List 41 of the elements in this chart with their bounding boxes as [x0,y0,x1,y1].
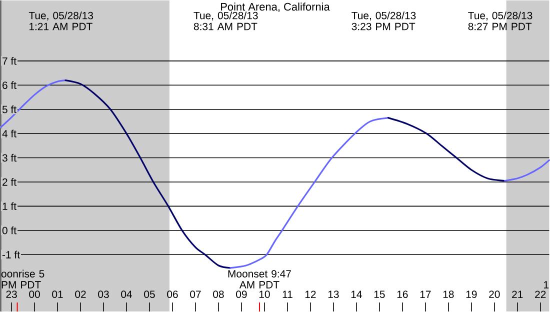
x-tick-label: 02 [75,290,86,298]
annotation: Tue, 05/28/13 8:27 PM PDT [468,12,532,30]
y-tick-label: 5 ft [2,106,16,114]
y-tick-label: 1 ft [2,202,16,210]
ref-line-label: oonrise 5 PM PDT [1,270,44,288]
x-tick-label: 09 [236,290,247,298]
y-tick-label: 4 ft [2,130,16,138]
x-tick-label: 12 [305,290,316,298]
y-tick-label: 0 ft [2,226,16,234]
x-tick-label: 05 [144,290,155,298]
x-tick-label: 08 [213,290,224,298]
x-tick-label: 15 [374,290,385,298]
x-tick-label: 20 [489,290,500,298]
x-tick-label: 21 [512,290,523,298]
x-tick-label: 17 [420,290,431,298]
x-tick-label: 18 [443,290,454,298]
x-tick-label: 04 [121,290,132,298]
ref-line-label: Moonset 9:47 AM PDT [228,270,291,288]
y-tick-label: 3 ft [2,154,16,162]
x-tick-label: 06 [167,290,178,298]
annotation: Tue, 05/28/13 1:21 AM PDT [28,12,94,30]
x-tick-label: 14 [351,290,362,298]
annotation: Tue, 05/28/13 3:23 PM PDT [352,12,416,30]
x-tick-label: 11 [282,290,292,298]
x-tick-label: 01 [52,290,63,298]
x-tick-label: 19 [466,290,477,298]
x-tick-label: 16 [397,290,408,298]
x-tick-label: 22 [535,290,546,298]
x-tick-label: 03 [98,290,109,298]
annotation: Tue, 05/28/13 8:31 AM PDT [194,12,258,30]
y-tick-label: 6 ft [2,81,16,89]
y-tick-label: 7 ft [2,57,16,65]
x-tick-label: 00 [29,290,40,298]
chart-title: Point Arena, California [221,2,330,12]
y-tick-label: -1 ft [2,250,20,258]
x-tick-label: 23 [6,290,17,298]
y-tick-label: 2 ft [2,178,16,186]
x-tick-label: 07 [190,290,201,298]
annotation: 1 [544,281,548,288]
x-tick-label: 13 [328,290,339,298]
x-tick-label: 10 [259,290,270,298]
